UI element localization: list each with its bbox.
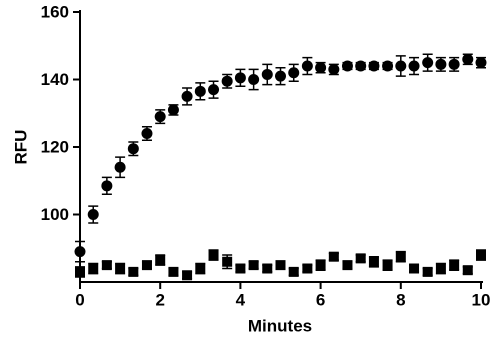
y-tick-label: 140	[41, 70, 69, 89]
point	[462, 53, 474, 65]
point	[275, 70, 286, 82]
point	[328, 251, 339, 262]
point	[208, 250, 219, 260]
point	[288, 266, 299, 277]
point	[195, 263, 206, 274]
point	[181, 90, 193, 102]
point	[234, 72, 246, 84]
y-axis-label: RFU	[11, 130, 30, 165]
point	[88, 263, 99, 274]
point	[409, 263, 420, 274]
point	[167, 104, 179, 116]
point	[368, 60, 380, 72]
point	[141, 128, 153, 139]
point	[342, 260, 353, 271]
point	[368, 256, 379, 267]
point	[155, 255, 166, 266]
point	[141, 260, 152, 271]
x-tick-label: 6	[316, 290, 325, 309]
point	[301, 60, 313, 72]
point	[315, 260, 326, 271]
x-tick-label: 4	[236, 290, 246, 309]
point	[222, 256, 233, 267]
point	[114, 161, 126, 173]
point	[128, 266, 139, 277]
point	[408, 60, 420, 72]
point	[101, 180, 113, 192]
point	[328, 63, 340, 75]
point	[261, 68, 273, 80]
point	[476, 250, 486, 260]
point	[315, 62, 327, 74]
point	[101, 260, 112, 271]
point	[75, 266, 85, 277]
point	[74, 246, 86, 258]
x-tick-label: 0	[75, 290, 84, 309]
y-tick-label: 100	[41, 205, 69, 224]
point	[168, 266, 179, 277]
point	[395, 60, 407, 72]
point	[127, 143, 139, 155]
point	[395, 251, 406, 262]
point	[221, 75, 233, 87]
point	[194, 85, 206, 97]
point	[248, 74, 260, 85]
point	[355, 60, 367, 72]
point	[422, 266, 433, 277]
point	[182, 270, 193, 281]
point	[355, 253, 366, 264]
point	[288, 67, 300, 79]
point	[275, 260, 286, 271]
x-axis-label: Minutes	[248, 316, 312, 335]
point	[235, 263, 246, 274]
point	[422, 57, 434, 69]
point	[208, 84, 220, 96]
x-tick-label: 8	[396, 290, 405, 309]
point	[448, 58, 460, 70]
point	[475, 57, 487, 69]
y-tick-label: 120	[41, 137, 69, 156]
point	[382, 260, 393, 271]
y-tick-label: 160	[41, 2, 69, 21]
point	[248, 260, 259, 271]
point	[115, 263, 126, 274]
point	[87, 209, 99, 220]
point	[435, 58, 447, 70]
point	[154, 111, 166, 123]
point	[262, 263, 273, 274]
x-tick-label: 2	[155, 290, 164, 309]
x-tick-label: 10	[472, 290, 491, 309]
point	[462, 265, 473, 276]
point	[382, 60, 394, 72]
point	[341, 60, 353, 72]
point	[302, 263, 313, 274]
point	[435, 263, 446, 274]
point	[449, 260, 460, 271]
